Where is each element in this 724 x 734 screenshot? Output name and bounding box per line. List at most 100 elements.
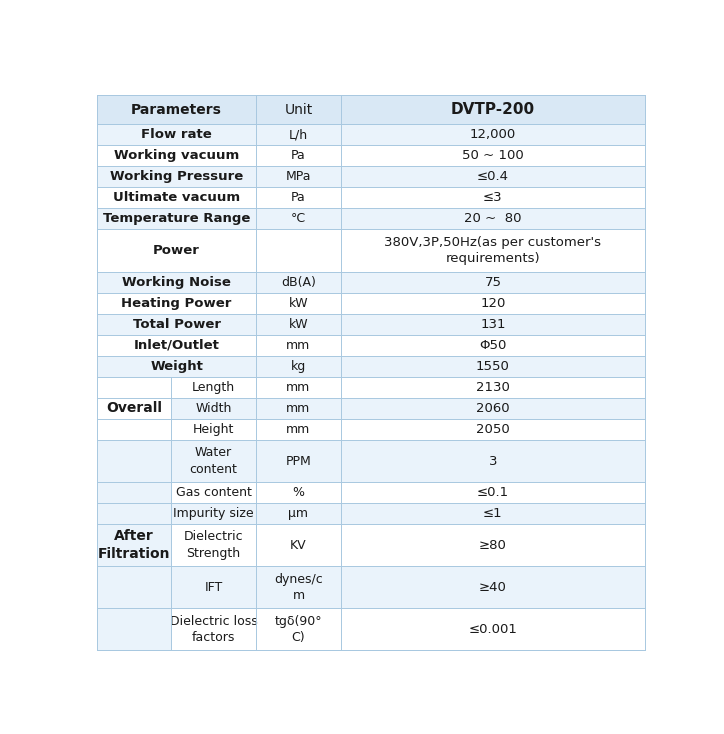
Text: Flow rate: Flow rate (141, 128, 212, 141)
Bar (171, 503, 256, 524)
Text: mm: mm (287, 402, 311, 415)
Bar (341, 95, 645, 124)
Bar (256, 377, 341, 398)
Bar (97, 230, 256, 272)
Text: °C: °C (291, 212, 306, 225)
Bar (256, 293, 341, 313)
Bar (171, 482, 256, 503)
Text: mm: mm (287, 423, 311, 436)
Bar (341, 398, 645, 419)
Text: mm: mm (287, 381, 311, 394)
Text: Heating Power: Heating Power (122, 297, 232, 310)
Text: 380V,3P,50Hz(as per customer's
requirements): 380V,3P,50Hz(as per customer's requireme… (384, 236, 602, 265)
Bar (97, 187, 256, 208)
Text: PPM: PPM (285, 454, 311, 468)
Bar (256, 608, 341, 650)
Text: Overall: Overall (106, 401, 162, 415)
Text: Weight: Weight (150, 360, 203, 373)
Text: 2060: 2060 (476, 402, 510, 415)
Text: 120: 120 (480, 297, 505, 310)
Bar (171, 377, 256, 398)
Text: Width: Width (195, 402, 232, 415)
Text: 3: 3 (489, 454, 497, 468)
Bar (256, 335, 341, 356)
Bar (341, 356, 645, 377)
Bar (341, 482, 645, 503)
Bar (171, 398, 256, 419)
Bar (256, 208, 341, 230)
Text: kW: kW (289, 318, 308, 331)
Bar (341, 335, 645, 356)
Text: Ultimate vacuum: Ultimate vacuum (113, 192, 240, 204)
Bar (256, 272, 341, 293)
Bar (256, 440, 341, 482)
Text: 20 ~  80: 20 ~ 80 (464, 212, 522, 225)
Text: Dielectric
Strength: Dielectric Strength (184, 531, 243, 560)
Bar (341, 440, 645, 482)
Text: Power: Power (153, 244, 200, 257)
Text: Pa: Pa (291, 149, 306, 162)
Bar (341, 524, 645, 566)
Text: DVTP-200: DVTP-200 (451, 102, 535, 117)
Text: IFT: IFT (204, 581, 223, 594)
Bar (171, 440, 256, 482)
Bar (341, 187, 645, 208)
Text: KV: KV (290, 539, 307, 552)
Text: dB(A): dB(A) (281, 275, 316, 288)
Bar (256, 95, 341, 124)
Bar (97, 377, 171, 440)
Text: mm: mm (287, 339, 311, 352)
Text: Working Noise: Working Noise (122, 275, 231, 288)
Bar (341, 272, 645, 293)
Text: μm: μm (288, 507, 308, 520)
Bar (341, 208, 645, 230)
Bar (341, 313, 645, 335)
Text: Inlet/Outlet: Inlet/Outlet (134, 339, 219, 352)
Text: kW: kW (289, 297, 308, 310)
Bar (256, 145, 341, 167)
Text: 12,000: 12,000 (470, 128, 516, 141)
Text: Dielectric loss
factors: Dielectric loss factors (169, 614, 258, 644)
Text: Water
content: Water content (190, 446, 237, 476)
Text: ≥80: ≥80 (479, 539, 507, 552)
Text: 131: 131 (480, 318, 505, 331)
Text: 1550: 1550 (476, 360, 510, 373)
Text: 2130: 2130 (476, 381, 510, 394)
Text: Total Power: Total Power (132, 318, 221, 331)
Text: tgδ(90°
C): tgδ(90° C) (274, 614, 322, 644)
Bar (97, 272, 256, 293)
Bar (97, 313, 256, 335)
Text: ≤0.001: ≤0.001 (468, 623, 518, 636)
Text: 2050: 2050 (476, 423, 510, 436)
Text: ≤0.1: ≤0.1 (477, 486, 509, 499)
Text: Unit: Unit (285, 103, 313, 117)
Text: %: % (292, 486, 305, 499)
Bar (97, 145, 256, 167)
Bar (97, 335, 256, 356)
Text: Height: Height (193, 423, 235, 436)
Text: ≤0.4: ≤0.4 (477, 170, 509, 184)
Text: Length: Length (192, 381, 235, 394)
Bar (341, 230, 645, 272)
Text: Φ50: Φ50 (479, 339, 507, 352)
Bar (171, 566, 256, 608)
Bar (97, 440, 171, 650)
Bar (341, 167, 645, 187)
Bar (256, 313, 341, 335)
Bar (171, 608, 256, 650)
Bar (256, 356, 341, 377)
Text: Working Pressure: Working Pressure (110, 170, 243, 184)
Bar (256, 230, 341, 272)
Text: Working vacuum: Working vacuum (114, 149, 239, 162)
Bar (341, 566, 645, 608)
Bar (97, 124, 256, 145)
Text: After
Filtration: After Filtration (98, 529, 170, 561)
Bar (256, 187, 341, 208)
Bar (256, 124, 341, 145)
Text: 50 ~ 100: 50 ~ 100 (462, 149, 523, 162)
Text: 75: 75 (484, 275, 502, 288)
Text: dynes/c
m: dynes/c m (274, 573, 323, 602)
Bar (256, 482, 341, 503)
Bar (256, 398, 341, 419)
Bar (341, 503, 645, 524)
